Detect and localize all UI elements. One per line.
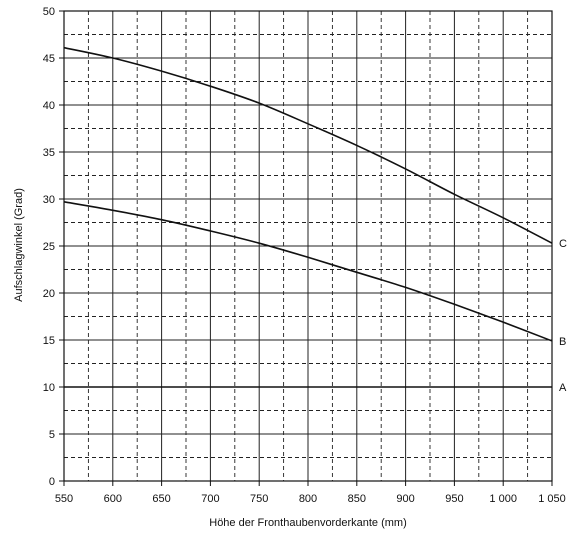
y-tick-label: 10 bbox=[43, 382, 55, 394]
y-axis-title: Aufschlagwinkel (Grad) bbox=[13, 188, 25, 302]
x-tick-label: 1 050 bbox=[538, 493, 566, 505]
grid bbox=[63, 10, 553, 482]
x-tick-label: 700 bbox=[201, 493, 219, 505]
series-line-b bbox=[63, 201, 553, 342]
y-tick-label: 50 bbox=[43, 6, 55, 18]
axes bbox=[59, 10, 553, 486]
x-tick-labels: 550 600 650 700 750 800 850 900 950 1 000 1 050 bbox=[55, 493, 566, 505]
series-label-b: B bbox=[559, 336, 566, 348]
y-tick-label: 35 bbox=[43, 147, 55, 159]
y-tick-label: 15 bbox=[43, 335, 55, 347]
x-tick-label: 800 bbox=[299, 493, 317, 505]
x-tick-label: 600 bbox=[104, 493, 122, 505]
x-tick-label: 850 bbox=[348, 493, 366, 505]
x-tick-label: 900 bbox=[396, 493, 414, 505]
x-tick-label: 750 bbox=[250, 493, 268, 505]
series-lines bbox=[63, 46, 553, 388]
y-tick-label: 20 bbox=[43, 288, 55, 300]
y-tick-label: 5 bbox=[49, 429, 55, 441]
series-labels: C B A bbox=[559, 238, 567, 394]
x-tick-label: 1 000 bbox=[489, 493, 517, 505]
y-tick-label: 30 bbox=[43, 194, 55, 206]
y-tick-label: 0 bbox=[49, 476, 55, 488]
y-tick-label: 45 bbox=[43, 53, 55, 65]
y-tick-label: 40 bbox=[43, 100, 55, 112]
x-tick-label: 950 bbox=[445, 493, 463, 505]
series-label-c: C bbox=[559, 238, 567, 250]
x-axis-title: Höhe der Fronthaubenvorderkante (mm) bbox=[209, 517, 406, 529]
x-tick-label: 650 bbox=[152, 493, 170, 505]
x-tick-label: 550 bbox=[55, 493, 73, 505]
series-line-c bbox=[63, 46, 553, 244]
series-label-a: A bbox=[559, 382, 567, 394]
y-tick-label: 25 bbox=[43, 241, 55, 253]
y-tick-labels: 0 5 10 15 20 25 30 35 40 45 50 bbox=[43, 6, 55, 488]
